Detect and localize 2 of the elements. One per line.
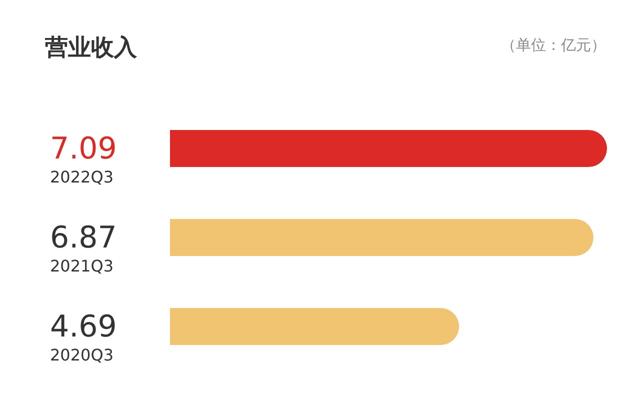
- annotation: （单位：亿元）: [501, 36, 606, 54]
- title: 营业收入: [45, 35, 137, 61]
